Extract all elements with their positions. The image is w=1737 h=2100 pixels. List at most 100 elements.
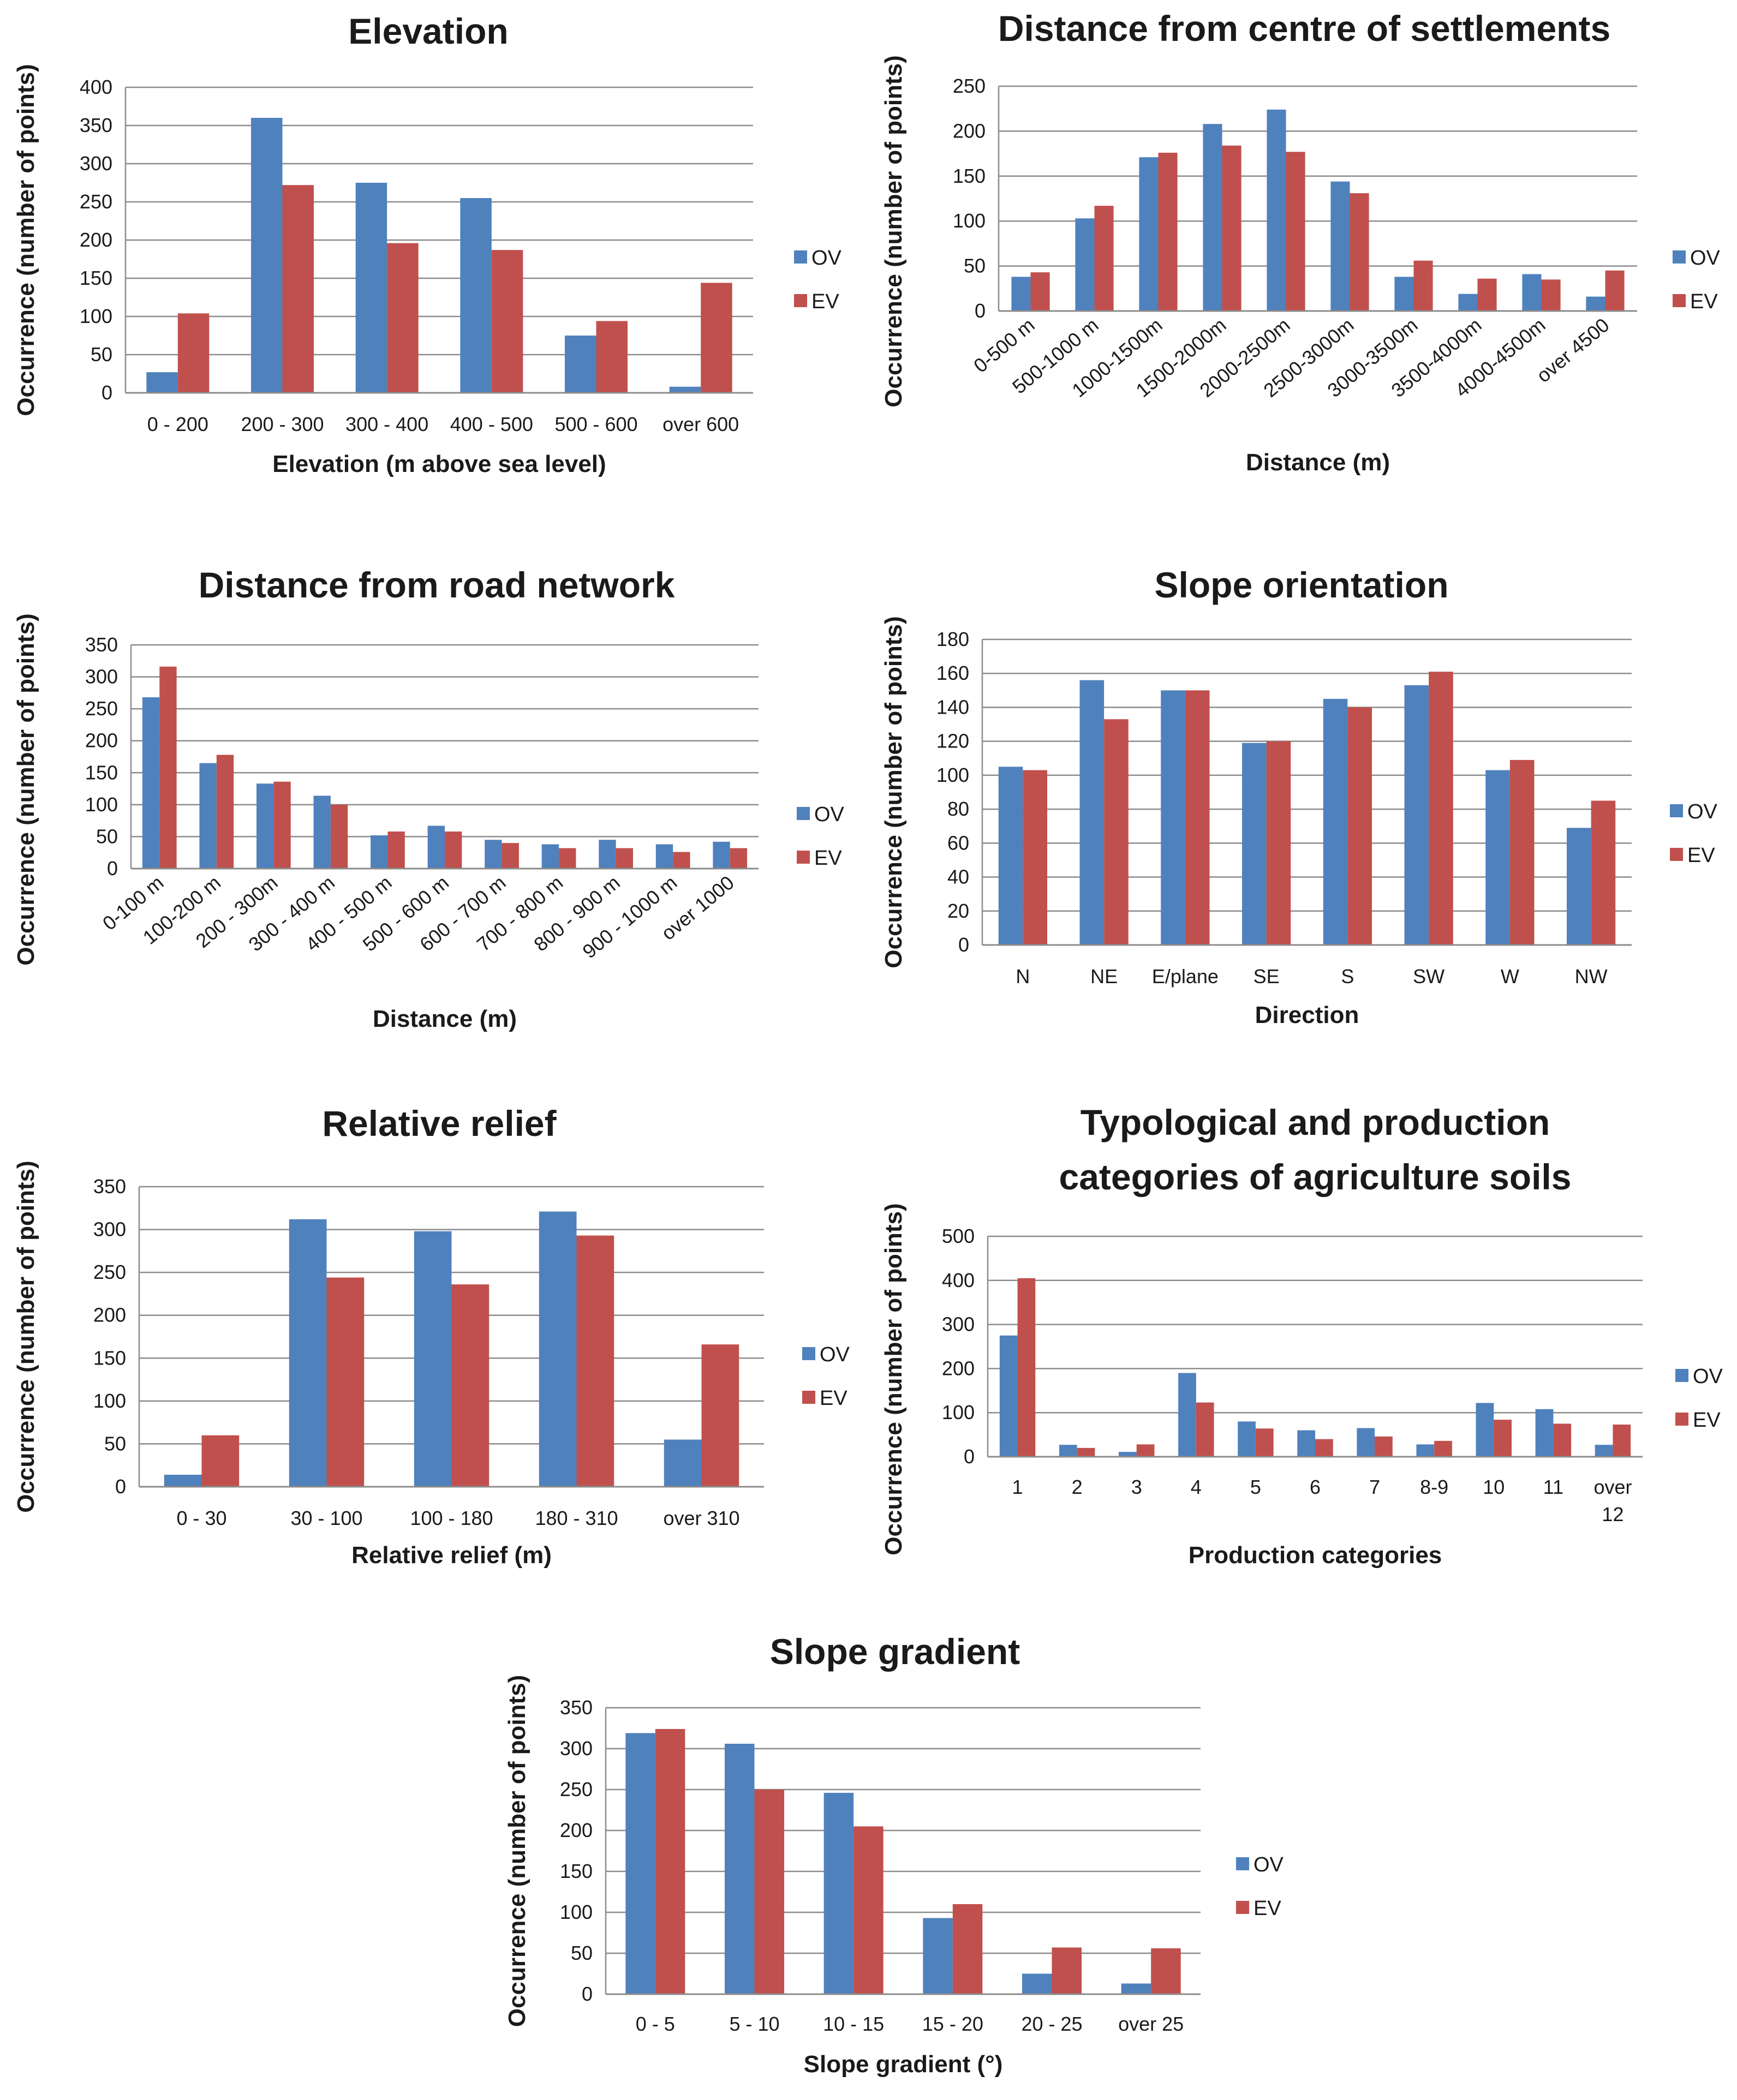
- bar-ev: [1434, 1440, 1452, 1457]
- legend-label-ev: EV: [1690, 290, 1718, 313]
- y-tick-label: 50: [96, 825, 118, 847]
- chart-distance-road-network: Distance from road network 0 50 100 150 200 25…: [13, 565, 845, 1032]
- y-tick-label: 300: [93, 1218, 126, 1241]
- legend-label-ev: EV: [820, 1387, 847, 1410]
- y-tick-label: 50: [571, 1942, 593, 1964]
- legend-swatch-ev: [797, 851, 810, 864]
- bar-ev: [1094, 206, 1114, 311]
- bar-ov: [1121, 1983, 1151, 1994]
- x-tick-label: 30 - 100: [290, 1507, 362, 1529]
- y-tick-label: 50: [104, 1432, 126, 1455]
- bar-ev: [1136, 1444, 1155, 1457]
- bar-ov: [485, 840, 502, 869]
- y-tick-label: 500: [942, 1225, 975, 1247]
- chart-title: Distance from road network: [199, 565, 675, 605]
- legend-label-ev: EV: [814, 847, 842, 870]
- legend-swatch-ev: [1675, 1413, 1688, 1426]
- bar-ev: [853, 1826, 884, 1994]
- x-tick-label: 100 - 180: [410, 1507, 493, 1529]
- y-axis-title: Occurrence (number of points): [13, 64, 39, 416]
- bar-ov: [1161, 690, 1185, 945]
- bar-ev: [754, 1790, 784, 1994]
- y-tick-label: 0: [958, 934, 969, 956]
- x-tick-label: 0 - 30: [176, 1507, 226, 1529]
- bar-ov: [427, 825, 445, 869]
- y-axis-title: Occurrence (number of points): [13, 613, 39, 965]
- y-tick-label: 250: [560, 1778, 593, 1800]
- y-tick-label: 60: [947, 831, 969, 854]
- x-tick-label: 200 - 300: [241, 413, 324, 435]
- bar-ev: [491, 250, 523, 393]
- bar-ov: [823, 1793, 854, 1994]
- y-tick-label: 150: [93, 1347, 126, 1369]
- y-tick-label: 20: [947, 900, 969, 922]
- legend-swatch-ov: [1236, 1857, 1249, 1870]
- chart-title: Elevation: [348, 11, 508, 51]
- bar-ov: [1458, 294, 1478, 311]
- bar-ov: [725, 1744, 755, 1994]
- y-tick-label: 200: [85, 729, 118, 752]
- x-tick-label: 0 - 5: [636, 2013, 675, 2035]
- legend-label-ov: OV: [1690, 247, 1721, 270]
- bar-ev: [282, 185, 314, 393]
- y-tick-label: 160: [936, 662, 969, 684]
- y-tick-label: 200: [93, 1304, 126, 1326]
- bar-ov: [1416, 1444, 1435, 1457]
- y-tick-label: 180: [936, 628, 969, 650]
- bar-ov: [199, 763, 217, 869]
- y-tick-label: 140: [936, 696, 969, 718]
- bar-ov: [539, 1211, 577, 1487]
- bar-ov: [999, 1335, 1018, 1457]
- bar-ov: [460, 198, 492, 393]
- y-tick-label: 200: [942, 1357, 975, 1379]
- chart-soil-categories: Typological and production categories of …: [880, 1102, 1723, 1569]
- bar-ev: [1413, 260, 1433, 311]
- y-axis-title: Occurrence (number of points): [504, 1675, 530, 2027]
- chart-elevation: Elevation 0 50 100 150 200 250 300 350 400 0 - 200…: [13, 11, 842, 477]
- y-tick-label: 50: [964, 255, 986, 277]
- bar-ov: [1297, 1430, 1315, 1457]
- y-tick-label: 400: [942, 1269, 975, 1291]
- y-tick-label: 120: [936, 730, 969, 752]
- x-axis-title: Relative relief (m): [351, 1542, 552, 1569]
- bar-ev: [1023, 770, 1047, 945]
- y-tick-label: 0: [115, 1475, 126, 1498]
- y-tick-label: 300: [80, 152, 112, 175]
- bar-ov: [1323, 698, 1348, 945]
- x-tick-label: S: [1341, 965, 1354, 988]
- y-tick-label: 100: [953, 210, 986, 232]
- y-tick-label: 300: [85, 666, 118, 688]
- bar-ov: [1075, 218, 1095, 311]
- bar-ov: [1535, 1409, 1554, 1457]
- bar-ov: [998, 767, 1023, 945]
- chart-slope-gradient: Slope gradient 0 50 100 150 200 250 300 350 0 - 5…: [504, 1631, 1284, 2078]
- bar-ev: [330, 804, 348, 869]
- bar-ov: [289, 1219, 327, 1487]
- bar-ov: [713, 841, 730, 869]
- y-tick-label: 150: [80, 267, 112, 289]
- bar-ev: [701, 283, 732, 393]
- bar-ov: [1595, 1445, 1613, 1457]
- chart-title: categories of agriculture soils: [1059, 1157, 1572, 1197]
- chart-title: Typological and production: [1081, 1102, 1550, 1142]
- bar-ev: [1077, 1447, 1095, 1457]
- y-tick-label: 150: [560, 1860, 593, 1882]
- y-tick-label: 50: [91, 343, 112, 366]
- y-tick-label: 300: [560, 1737, 593, 1760]
- legend-swatch-ev: [1670, 848, 1683, 861]
- legend-label-ov: OV: [1253, 1853, 1284, 1876]
- y-tick-label: 250: [85, 697, 118, 720]
- bar-ov: [146, 372, 178, 393]
- y-tick-label: 350: [560, 1696, 593, 1719]
- y-tick-label: 80: [947, 798, 969, 820]
- bar-ev: [1266, 741, 1291, 945]
- y-tick-label: 250: [93, 1261, 126, 1283]
- y-tick-label: 350: [85, 633, 118, 656]
- y-tick-label: 100: [85, 793, 118, 816]
- x-axis-title: Production categories: [1189, 1542, 1442, 1569]
- x-tick-label: 5: [1250, 1476, 1261, 1498]
- x-tick-label: NW: [1575, 965, 1608, 988]
- x-tick-label: 3: [1131, 1476, 1142, 1498]
- bar-ov: [251, 118, 283, 393]
- legend-label-ov: OV: [820, 1343, 850, 1366]
